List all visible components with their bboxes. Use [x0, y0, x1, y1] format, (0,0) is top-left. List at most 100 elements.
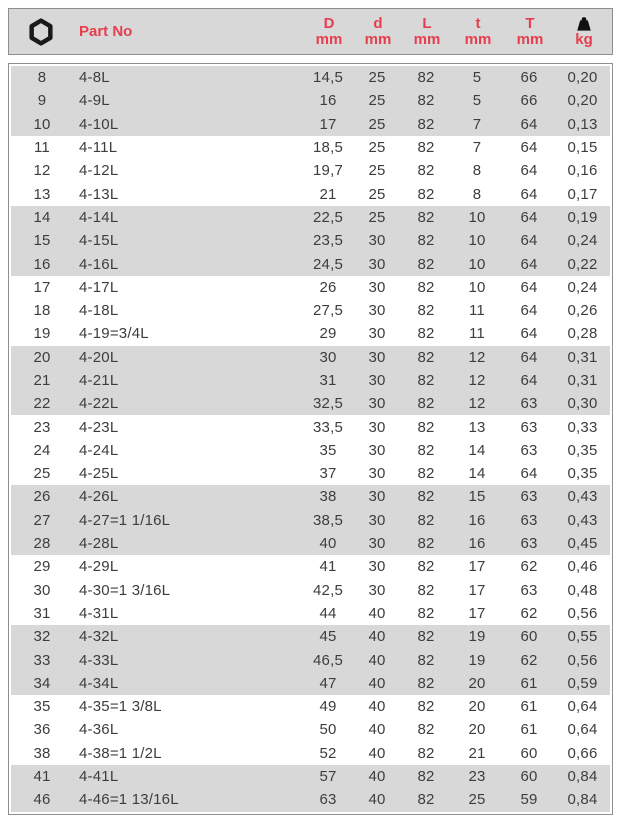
hex-size-column-header: [9, 17, 73, 46]
table-row: 30 4-30=1 3/16L 42,5 30 82 17 63 0,48: [11, 578, 610, 602]
dim-L-cell: 82: [417, 721, 435, 739]
hex-size-cell: 34: [33, 674, 51, 692]
table-row: 34 4-34L 47 40 82 20 61 0,59: [11, 671, 610, 696]
part-no-cell: 4-38=1 1/2L: [79, 744, 162, 762]
part-no-cell: 4-30=1 3/16L: [79, 581, 171, 599]
part-no-cell: 4-26L: [79, 488, 119, 506]
dim-D-cell: 30: [319, 348, 337, 366]
dim-L-cell: 82: [417, 698, 435, 716]
hex-size-cell: 10: [33, 115, 51, 133]
dim-D-cell: 21: [319, 185, 337, 203]
dim-L-cell: 82: [417, 628, 435, 646]
part-no-cell: 4-35=1 3/8L: [79, 698, 162, 716]
dim-D-cell: 38,5: [313, 511, 343, 529]
dim-D-cell: 52: [319, 744, 337, 762]
dim-T-cell: 61: [520, 698, 538, 716]
dim-L-cell: 82: [417, 395, 435, 413]
hex-size-cell: 14: [33, 208, 51, 226]
dim-d-cell: 40: [368, 604, 386, 622]
dim-T-cell: 64: [520, 115, 538, 133]
table-header: Part No D mm d mm L mm t mm T mm: [8, 8, 613, 55]
dim-D-cell: 40: [319, 535, 337, 553]
part-no-cell: 4-29L: [79, 558, 119, 576]
dim-t-cell: 7: [472, 139, 482, 157]
dim-T-cell: 61: [520, 674, 538, 692]
hex-size-cell: 31: [33, 604, 51, 622]
dim-T-cell: 62: [520, 558, 538, 576]
dim-t-cell: 11: [469, 302, 485, 320]
dim-d-cell: 25: [368, 208, 386, 226]
dim-d-cell: 40: [368, 651, 386, 669]
dim-D-cell: 31: [319, 372, 337, 389]
hex-size-cell: 38: [33, 744, 51, 762]
part-no-cell: 4-20L: [79, 348, 119, 366]
part-no-cell: 4-9L: [79, 92, 110, 110]
part-no-cell: 4-19=3/4L: [79, 325, 149, 343]
weight-kg-cell: 0,26: [567, 302, 598, 320]
dim-d-cell: 25: [368, 69, 386, 87]
table-row: 12 4-12L 19,7 25 82 8 64 0,16: [11, 159, 610, 183]
weight-kg-cell: 0,22: [567, 255, 598, 273]
dim-T-cell: 64: [520, 208, 538, 226]
part-no-cell: 4-36L: [79, 721, 119, 739]
dim-d-cell: 30: [368, 302, 386, 320]
table-row: 9 4-9L 16 25 82 5 66 0,20: [11, 89, 610, 113]
table-row: 20 4-20L 30 30 82 12 64 0,31: [11, 345, 610, 369]
dim-t-cell: 19: [468, 651, 486, 669]
dim-t-cell: 16: [468, 511, 486, 529]
dim-d-cell: 40: [368, 698, 386, 716]
dim-d-cell: 30: [368, 395, 386, 413]
weight-kg-cell: 0,28: [567, 325, 598, 343]
hex-size-cell: 11: [34, 139, 50, 157]
dim-D-cell: 14,5: [313, 69, 343, 87]
dim-T-cell: 63: [520, 511, 538, 529]
hex-nut-icon: [28, 17, 54, 46]
weight-kg-cell: 0,55: [567, 628, 598, 646]
dim-T-cell: 61: [520, 721, 538, 739]
hex-size-cell: 46: [33, 791, 51, 809]
part-no-cell: 4-23L: [79, 418, 119, 436]
hex-size-cell: 25: [33, 465, 51, 483]
table-row: 10 4-10L 17 25 82 7 64 0,13: [11, 112, 610, 136]
table-row: 46 4-46=1 13/16L 63 40 82 25 59 0,84: [11, 788, 610, 812]
part-no-cell: 4-14L: [79, 208, 119, 226]
weight-kg-cell: 0,46: [567, 558, 598, 576]
dim-d-cell: 30: [368, 511, 386, 529]
dim-T-cell: 59: [520, 791, 538, 809]
table-row: 36 4-36L 50 40 82 20 61 0,64: [11, 718, 610, 742]
table-row: 8 4-8L 14,5 25 82 5 66 0,20: [11, 66, 610, 90]
dim-d-cell: 30: [368, 418, 386, 436]
dim-D-cell: 47: [319, 674, 337, 692]
dim-d-cell: 30: [368, 535, 386, 553]
table-row: 17 4-17L 26 30 82 10 64 0,24: [11, 275, 610, 299]
dim-T-cell: 60: [520, 744, 538, 762]
dim-L-cell: 82: [417, 768, 435, 786]
hex-size-cell: 22: [33, 395, 51, 413]
dim-D-cell: 32,5: [313, 395, 343, 413]
hex-size-cell: 16: [33, 255, 51, 273]
dim-T-cell: 63: [520, 418, 538, 436]
weight-kg-cell: 0,64: [567, 721, 598, 739]
hex-size-cell: 19: [33, 325, 51, 343]
table-body: 8 4-8L 14,5 25 82 5 66 0,20 9 4-9L 16 25 82 5 66 0,20 10…: [8, 63, 613, 815]
dim-t-cell: 12: [468, 372, 486, 389]
dim-D-cell: 16: [319, 92, 337, 110]
table-row: 35 4-35=1 3/8L 49 40 82 20 61 0,64: [11, 695, 610, 719]
dim-T-cell: 62: [520, 651, 538, 669]
hex-size-cell: 8: [37, 69, 47, 87]
table-row: 11 4-11L 18,5 25 82 7 64 0,15: [11, 135, 610, 160]
part-no-cell: 4-8L: [79, 69, 110, 87]
weight-kg-cell: 0,16: [567, 162, 598, 180]
dim-d-cell: 30: [368, 348, 386, 366]
dim-d-cell: 30: [368, 465, 386, 483]
weight-kg-cell: 0,43: [567, 511, 598, 529]
weight-kg-cell: 0,30: [567, 395, 598, 413]
part-no-cell: 4-17L: [79, 278, 119, 296]
dim-D-cell: 50: [319, 721, 337, 739]
weight-kg-cell: 0,43: [567, 488, 598, 506]
dim-d-cell: 25: [368, 92, 386, 110]
dim-d-cell: 30: [368, 325, 386, 343]
dim-L-cell: 82: [417, 139, 435, 157]
dim-T-cell: 64: [520, 185, 538, 203]
part-no-cell: 4-18L: [79, 302, 119, 320]
